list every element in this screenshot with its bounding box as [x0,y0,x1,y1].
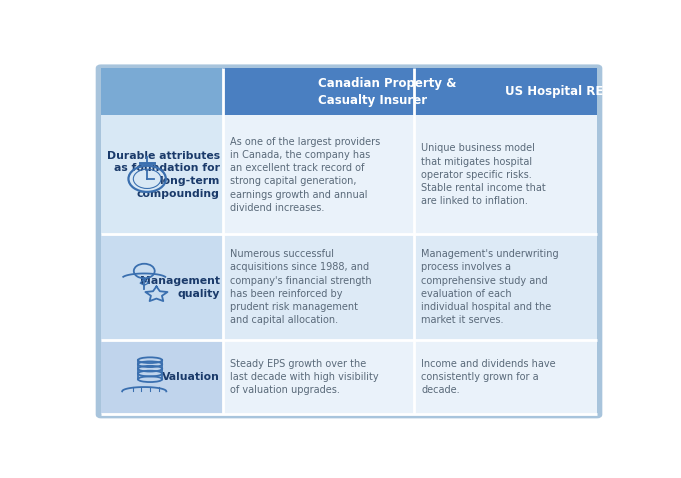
FancyBboxPatch shape [223,235,597,340]
FancyBboxPatch shape [101,115,223,235]
Text: Management
quality: Management quality [140,276,220,299]
Text: Valuation: Valuation [162,372,220,382]
Text: Income and dividends have
consistently grown for a
decade.: Income and dividends have consistently g… [422,359,556,395]
Text: Steady EPS growth over the
last decade with high visibility
of valuation upgrade: Steady EPS growth over the last decade w… [230,359,379,395]
FancyBboxPatch shape [223,340,597,414]
Text: US Hospital REIT: US Hospital REIT [505,85,616,98]
Text: Numerous successful
acquisitions since 1988, and
company's financial strength
ha: Numerous successful acquisitions since 1… [230,249,372,325]
Text: As one of the largest providers
in Canada, the company has
an excellent track re: As one of the largest providers in Canad… [230,137,381,213]
FancyBboxPatch shape [223,68,597,115]
Text: Unique business model
that mitigates hospital
operator specific risks.
Stable re: Unique business model that mitigates hos… [422,143,546,206]
FancyBboxPatch shape [101,68,223,115]
Text: Canadian Property &
Casualty Insurer: Canadian Property & Casualty Insurer [318,77,456,107]
FancyBboxPatch shape [223,115,597,235]
FancyBboxPatch shape [101,340,223,414]
FancyBboxPatch shape [97,65,601,417]
Text: Management's underwriting
process involves a
comprehensive study and
evaluation : Management's underwriting process involv… [422,249,559,325]
Text: Durable attributes
as foundation for
long-term
compounding: Durable attributes as foundation for lon… [107,151,220,199]
FancyBboxPatch shape [101,235,223,340]
